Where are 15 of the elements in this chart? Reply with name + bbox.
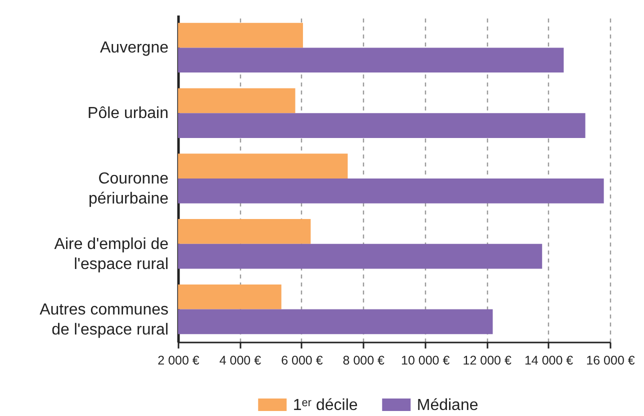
legend-label: 1ᵉʳ décile xyxy=(292,396,358,414)
legend-label: Médiane xyxy=(416,396,478,414)
x-tick-label: 16 000 € xyxy=(586,354,635,368)
y-tick-label: Autres communes de l'espace rural xyxy=(40,301,168,338)
x-tick-label: 14 000 € xyxy=(524,354,574,368)
x-tick-label: 2 000 € xyxy=(158,354,200,368)
y-tick-label: Aire d'emploi de l'espace rural xyxy=(54,236,169,273)
y-tick-label: Auvergne xyxy=(100,40,169,57)
x-tick-label: 8 000 € xyxy=(342,354,385,368)
y-tick-label: Couronne périurbaine xyxy=(88,170,169,208)
y-tick-label: Pôle urbain xyxy=(88,105,168,122)
x-tick-label: 4 000 € xyxy=(219,354,262,368)
x-tick-label: 12 000 € xyxy=(462,354,512,368)
x-tick-label: 10 000 € xyxy=(401,354,450,368)
x-tick-label: 6 000 € xyxy=(281,354,323,368)
